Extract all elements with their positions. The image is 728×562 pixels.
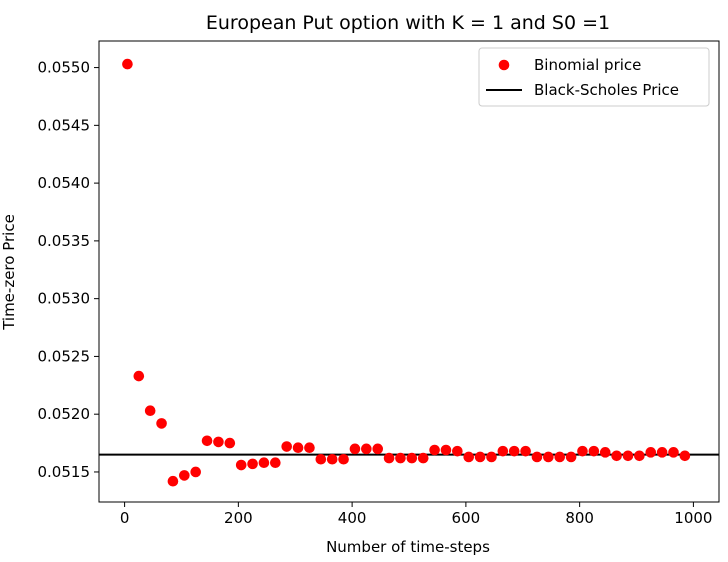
binomial-point (349, 443, 361, 455)
x-tick-label: 0 (120, 509, 130, 527)
binomial-point (668, 447, 679, 458)
binomial-point (361, 443, 372, 455)
binomial-point (281, 441, 293, 452)
binomial-point (395, 452, 406, 464)
x-axis: 0 200 400 600 800 1000 (120, 502, 712, 527)
binomial-point (634, 450, 645, 462)
binomial-point (679, 450, 691, 462)
binomial-point (577, 445, 588, 457)
x-tick-label: 1000 (674, 509, 712, 527)
binomial-point (656, 447, 668, 458)
binomial-point (122, 58, 133, 70)
binomial-point (599, 447, 611, 458)
chart-title: European Put option with K = 1 and S0 =1 (206, 12, 610, 34)
binomial-point (622, 450, 634, 462)
binomial-point (156, 418, 167, 429)
x-axis-label: Number of time-steps (326, 538, 490, 556)
binomial-point (213, 436, 224, 448)
binomial-point (531, 451, 543, 463)
binomial-point (201, 435, 213, 447)
y-axis: 0.0515 0.0520 0.0525 0.0530 0.0535 0.0540 0.05… (38, 59, 99, 481)
y-tick-label: 0.0525 (38, 347, 91, 365)
binomial-point (474, 451, 486, 463)
binomial-point (543, 451, 554, 463)
x-tick-label: 200 (224, 509, 253, 527)
y-tick-label: 0.0515 (38, 463, 91, 481)
binomial-point (292, 442, 304, 453)
y-tick-label: 0.0540 (38, 174, 91, 192)
binomial-point (258, 457, 270, 469)
legend-marker-binomial (498, 59, 510, 71)
binomial-point (588, 445, 600, 457)
binomial-point (508, 445, 520, 457)
y-tick-label: 0.0530 (38, 290, 91, 308)
binomial-point (179, 470, 190, 481)
binomial-point (270, 457, 281, 469)
binomial-point (429, 444, 440, 456)
legend: Binomial price Black-Scholes Price (478, 47, 710, 107)
binomial-point (565, 451, 577, 463)
binomial-point (452, 445, 463, 457)
binomial-point (645, 447, 657, 458)
x-tick-label: 800 (565, 509, 594, 527)
binomial-point (133, 370, 145, 382)
binomial-point (224, 437, 236, 449)
binomial-point (383, 452, 395, 464)
binomial-point (440, 444, 452, 456)
binomial-point (326, 453, 338, 465)
binomial-point (486, 451, 497, 463)
binomial-point (338, 453, 349, 465)
y-tick-label: 0.0550 (38, 59, 91, 77)
x-tick-label: 400 (338, 509, 367, 527)
binomial-point (372, 443, 384, 455)
binomial-point (144, 405, 156, 417)
binomial-point (611, 450, 622, 462)
plot-area (98, 40, 720, 503)
x-tick-label: 600 (452, 509, 481, 527)
binomial-point (417, 452, 429, 464)
plot-frame (98, 40, 720, 503)
y-tick-label: 0.0520 (38, 405, 91, 423)
binomial-point (167, 475, 179, 487)
binomial-point (497, 445, 509, 457)
binomial-point (190, 466, 201, 478)
legend-label-binomial: Binomial price (534, 56, 641, 74)
binomial-point (520, 445, 531, 457)
binomial-point (247, 458, 258, 470)
y-tick-label: 0.0545 (38, 116, 91, 134)
legend-label-black-scholes: Black-Scholes Price (534, 81, 679, 99)
binomial-point (554, 451, 566, 463)
y-tick-label: 0.0535 (38, 232, 91, 250)
y-axis-label: Time-zero Price (0, 214, 18, 331)
binomial-point (315, 453, 327, 465)
legend-box (478, 47, 710, 107)
binomial-point (463, 451, 475, 463)
binomial-point (304, 442, 315, 453)
binomial-point (406, 452, 418, 464)
binomial-point (235, 459, 247, 471)
